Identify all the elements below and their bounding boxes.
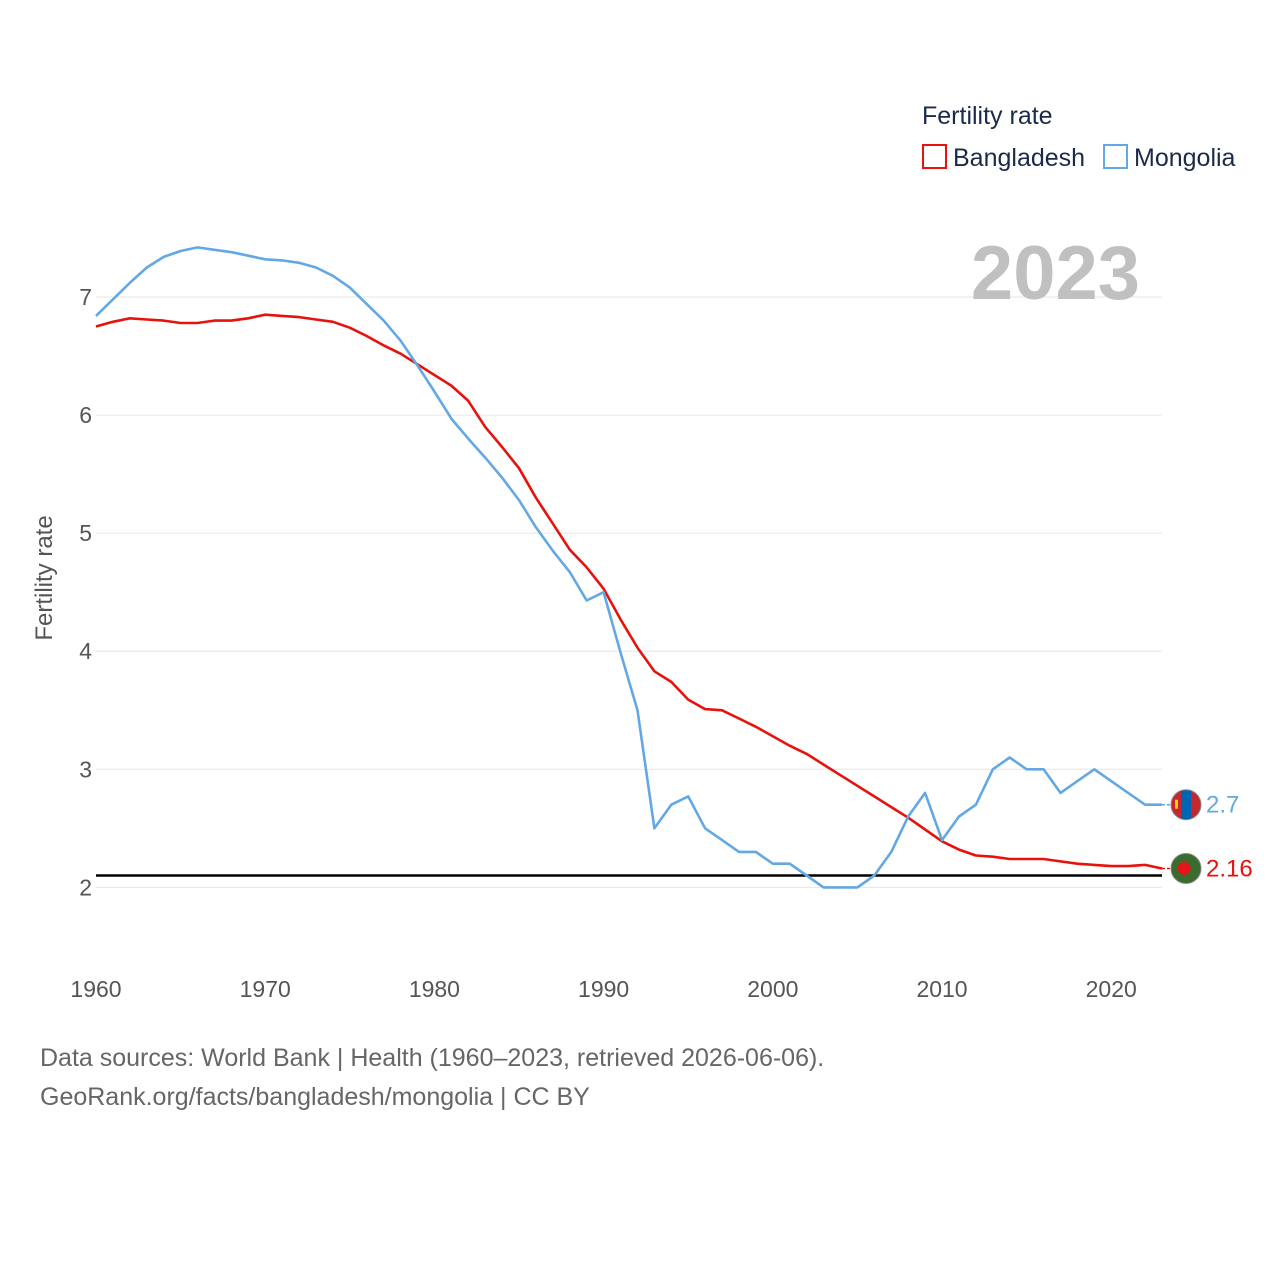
- bangladesh-flag-icon: [1170, 852, 1202, 884]
- legend-label-mongolia: Mongolia: [1134, 144, 1236, 172]
- y-tick-label: 2: [79, 874, 92, 900]
- x-tick-label: 1980: [409, 976, 460, 1002]
- footer-link[interactable]: GeoRank.org/facts/bangladesh/mongolia | …: [40, 1083, 590, 1111]
- x-tick-label: 2000: [747, 976, 798, 1002]
- x-tick-label: 2010: [916, 976, 967, 1002]
- x-tick-label: 1990: [578, 976, 629, 1002]
- legend-title: Fertility rate: [922, 102, 1053, 130]
- y-tick-label: 4: [79, 638, 92, 664]
- series-line-mongolia: [95, 246, 1162, 889]
- legend-swatch-mongolia: [1103, 144, 1128, 169]
- y-tick-label: 5: [79, 520, 92, 546]
- x-tick-label: 1970: [240, 976, 291, 1002]
- mongolia-flag-icon: [1170, 789, 1202, 821]
- series-lines: [95, 246, 1163, 889]
- y-axis-ticks: 2 3 4 5 6 7: [79, 284, 92, 900]
- legend-swatch-bangladesh: [922, 144, 947, 169]
- x-tick-label: 2020: [1086, 976, 1137, 1002]
- legend-label-bangladesh: Bangladesh: [953, 144, 1085, 172]
- year-label: 2023: [971, 231, 1140, 316]
- footer-sources: Data sources: World Bank | Health (1960–…: [40, 1044, 825, 1072]
- x-axis-ticks: 1960 1970 1980 1990 2000 2010 2020: [70, 976, 1136, 1002]
- x-tick-label: 1960: [70, 976, 121, 1002]
- gridlines: [96, 296, 1162, 888]
- y-tick-label: 7: [79, 284, 92, 310]
- end-value-label-mongolia: 2.7: [1206, 792, 1239, 819]
- end-value-label-bangladesh: 2.16: [1206, 855, 1253, 882]
- y-axis-label: Fertility rate: [31, 515, 58, 640]
- y-tick-label: 3: [79, 756, 92, 782]
- y-tick-label: 6: [79, 402, 92, 428]
- series-end-markers: 2.16 2.7: [1162, 789, 1253, 884]
- series-line-bangladesh: [95, 313, 1163, 870]
- legend: Fertility rate Bangladesh Mongolia: [922, 102, 1236, 172]
